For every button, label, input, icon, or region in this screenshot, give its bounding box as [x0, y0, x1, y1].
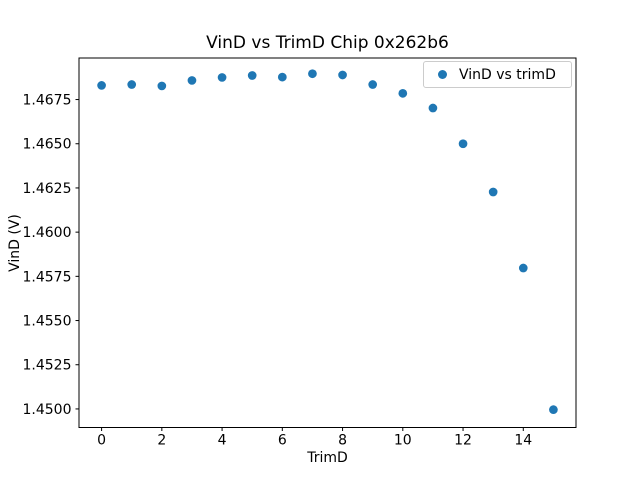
- data-point: [458, 139, 468, 149]
- legend-marker-dot-icon: [438, 70, 447, 79]
- data-point: [488, 187, 498, 197]
- axes-frame: [78, 57, 577, 428]
- legend: VinD vs trimD: [423, 61, 572, 88]
- x-tick-label: 4: [218, 433, 227, 449]
- data-point: [187, 76, 197, 85]
- x-tick-label: 6: [278, 433, 287, 449]
- data-point: [157, 81, 167, 91]
- y-tick-label: 1.4600: [23, 225, 72, 241]
- y-tick-label: 1.4675: [23, 93, 72, 109]
- y-tick-label: 1.4550: [23, 314, 72, 330]
- y-tick-label: 1.4650: [23, 137, 72, 153]
- x-tick-label: 12: [454, 433, 472, 449]
- data-point: [338, 70, 347, 80]
- y-tick-label: 1.4525: [23, 358, 72, 374]
- x-tick-label: 2: [157, 433, 166, 449]
- data-point: [217, 73, 227, 82]
- y-tick-label: 1.4625: [23, 181, 72, 197]
- legend-label: VinD vs trimD: [459, 66, 556, 83]
- y-axis-label: VinD (V): [7, 214, 23, 272]
- data-point: [247, 71, 257, 80]
- data-point: [549, 405, 558, 414]
- x-axis-label: TrimD: [307, 450, 348, 466]
- data-point: [398, 89, 408, 98]
- data-point: [277, 72, 287, 82]
- data-point: [97, 81, 106, 90]
- data-point: [428, 103, 438, 113]
- data-point: [518, 263, 528, 273]
- data-point: [308, 69, 317, 79]
- chart-title: VinD vs TrimD Chip 0x262b6: [206, 33, 449, 53]
- y-tick-label: 1.4575: [23, 269, 72, 285]
- y-tick-label: 1.4500: [23, 402, 72, 418]
- x-tick-label: 0: [97, 433, 106, 449]
- x-tick-label: 8: [338, 433, 347, 449]
- data-point: [127, 80, 137, 89]
- x-tick-label: 14: [514, 433, 532, 449]
- data-point: [368, 80, 378, 89]
- x-tick-label: 10: [394, 433, 412, 449]
